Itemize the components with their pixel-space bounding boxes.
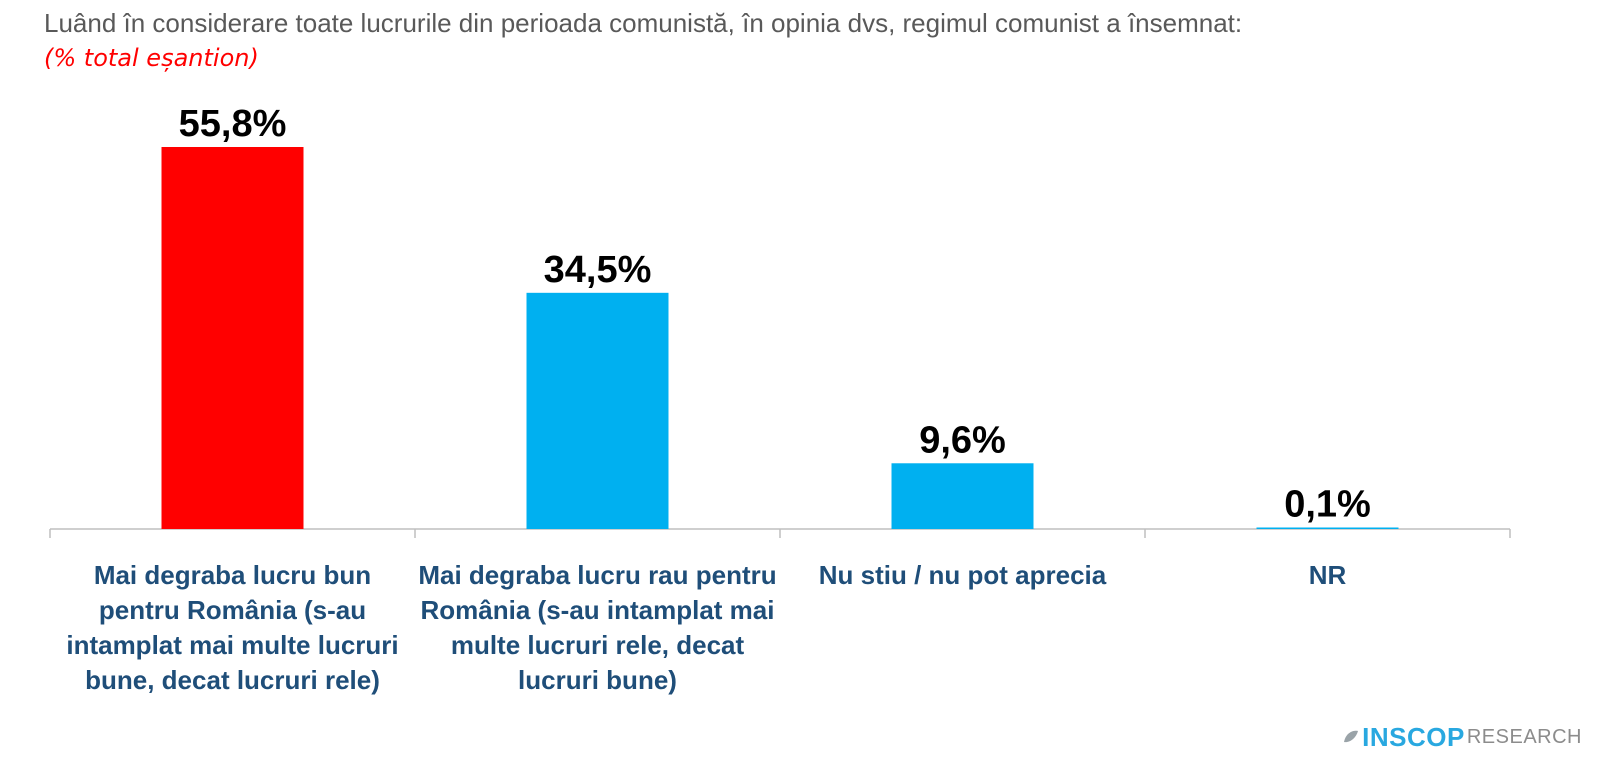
leaf-icon bbox=[1344, 730, 1359, 743]
data-label: 9,6% bbox=[919, 419, 1006, 461]
bar bbox=[1256, 527, 1399, 529]
category-label: Mai degraba lucru bun pentru România (s-… bbox=[66, 560, 399, 695]
bar bbox=[526, 292, 669, 529]
data-label: 0,1% bbox=[1284, 484, 1371, 526]
logo-brand: INSCOP bbox=[1362, 721, 1465, 752]
inscop-logo: INSCOP RESEARCH bbox=[1342, 722, 1582, 752]
chart-title: Luând în considerare toate lucrurile din… bbox=[44, 8, 1243, 38]
logo-suffix: RESEARCH bbox=[1466, 725, 1582, 748]
data-label: 55,8% bbox=[179, 103, 287, 145]
bar bbox=[891, 463, 1034, 529]
data-label: 34,5% bbox=[544, 249, 652, 291]
chart-subtitle: (% total eșantion) bbox=[44, 44, 259, 72]
category-label: Nu stiu / nu pot aprecia bbox=[818, 560, 1107, 590]
bar bbox=[161, 147, 304, 529]
category-label: NR bbox=[1308, 560, 1347, 590]
category-label: Mai degraba lucru rau pentru România (s-… bbox=[418, 560, 777, 695]
